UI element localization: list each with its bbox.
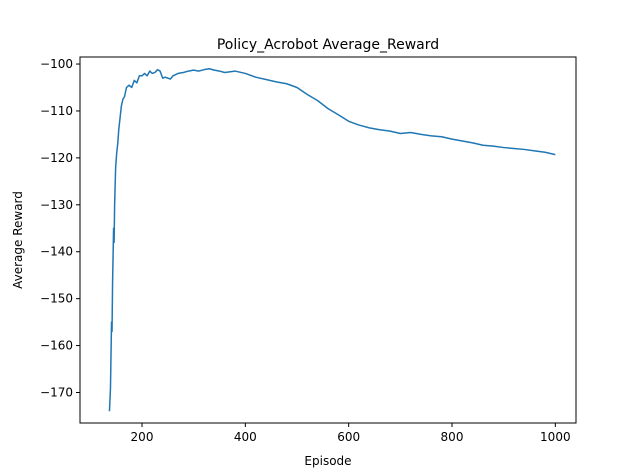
- x-axis-label: Episode: [304, 454, 351, 468]
- x-axis-ticks: 200 400 600 800 1000: [131, 423, 571, 444]
- x-tick-label: 400: [234, 430, 257, 444]
- y-axis-ticks: −100 −110 −120 −130 −140 −150 −160 −170: [40, 57, 80, 400]
- y-tick-label: −160: [40, 339, 73, 353]
- chart-title: Policy_Acrobot Average_Reward: [217, 37, 439, 53]
- y-tick-label: −110: [40, 104, 73, 118]
- y-axis-label: Average Reward: [11, 191, 25, 289]
- plot-area: [80, 57, 576, 423]
- series-layer: [108, 67, 556, 412]
- plot-frame: [79, 56, 577, 424]
- x-tick-label: 200: [131, 430, 154, 444]
- y-tick-label: −140: [40, 245, 73, 259]
- x-tick-label: 1000: [540, 430, 571, 444]
- y-tick-label: −100: [40, 57, 73, 71]
- x-tick-label: 800: [441, 430, 464, 444]
- x-tick-label: 600: [337, 430, 360, 444]
- y-tick-label: −130: [40, 198, 73, 212]
- y-tick-label: −120: [40, 151, 73, 165]
- average-reward-line: [108, 67, 556, 412]
- y-tick-label: −170: [40, 386, 73, 400]
- y-tick-label: −150: [40, 292, 73, 306]
